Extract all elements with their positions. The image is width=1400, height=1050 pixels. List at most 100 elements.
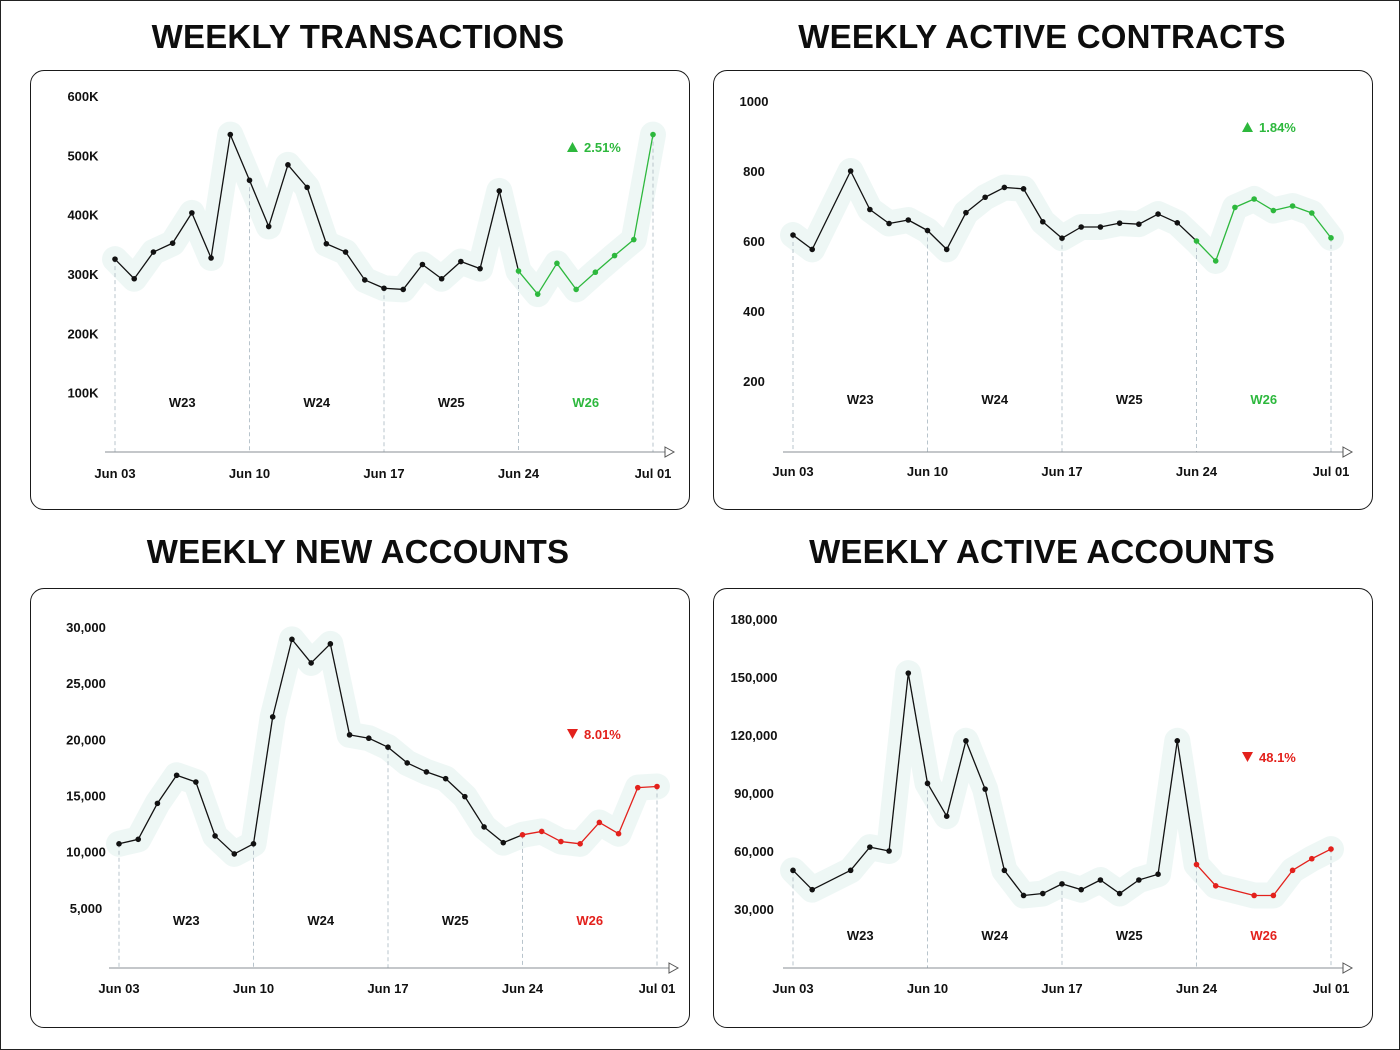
data-point [809, 886, 816, 893]
data-point [615, 830, 622, 837]
x-tick-label: Jun 10 [907, 981, 948, 996]
series-segment [153, 242, 173, 253]
change-badge: 8.01% [567, 727, 621, 742]
series-segment [233, 843, 254, 855]
week-label: W23 [169, 395, 196, 410]
triangle-down-icon [1242, 752, 1253, 762]
data-point [558, 838, 564, 845]
x-tick-label: Jul 01 [1313, 464, 1350, 479]
series-segment [114, 258, 135, 280]
data-point [116, 841, 122, 847]
series-segment [579, 822, 600, 845]
series-glow [102, 121, 666, 308]
series-segment [869, 846, 890, 852]
data-point [905, 670, 912, 676]
week-label: W26 [572, 395, 599, 410]
series-segment [811, 170, 852, 250]
series-segment [310, 643, 331, 664]
data-point [1078, 224, 1085, 230]
series-segment [965, 740, 986, 790]
y-tick-label: 800 [743, 164, 765, 179]
chart-title-active-contracts: WEEKLY ACTIVE CONTRACTS [798, 18, 1286, 55]
series-segment [1176, 222, 1197, 242]
change-value: 2.51% [584, 140, 621, 155]
y-tick-label: 25,000 [66, 676, 106, 691]
data-point [400, 286, 407, 293]
data-point [519, 832, 526, 838]
active-contracts-chart: 1000 800 600 400 200 Jun 03 Jun 10 Jun 17 Jun 24… [740, 94, 1354, 479]
series-segment [1215, 885, 1255, 897]
data-point [477, 265, 483, 272]
x-tick-label: Jun 10 [233, 981, 274, 996]
transactions-chart: 600K 500K 400K 300K 200K 100K Jun 03 Jun 10 Jun … [67, 89, 676, 481]
series-segment [1003, 869, 1025, 896]
data-point [404, 760, 411, 766]
data-point [231, 851, 238, 857]
data-point [462, 793, 468, 800]
data-point [481, 824, 487, 830]
series-segment [1004, 186, 1024, 190]
data-point [1308, 210, 1315, 216]
series-segment [349, 734, 369, 739]
y-tick-label: 10,000 [66, 845, 106, 860]
y-tick-label: 400K [67, 208, 99, 223]
data-point [1020, 892, 1027, 899]
data-point [285, 162, 291, 168]
x-tick-label: Jun 17 [367, 981, 408, 996]
data-point [867, 844, 873, 850]
week-label: W23 [173, 913, 200, 928]
series-segment [522, 830, 542, 836]
week-label: W24 [981, 392, 1009, 407]
data-point [265, 223, 272, 230]
data-point [150, 249, 157, 255]
x-axis-arrow-icon [668, 962, 680, 974]
data-point [1097, 224, 1104, 230]
triangle-up-icon [567, 142, 578, 152]
x-tick-label: Jun 17 [363, 466, 404, 481]
triangle-down-icon [567, 729, 578, 739]
data-point [573, 286, 579, 293]
data-point [1212, 258, 1219, 264]
change-value: 8.01% [584, 727, 621, 742]
data-point [1308, 855, 1315, 862]
data-point [327, 641, 334, 647]
series-glow [780, 660, 1344, 909]
week-label: W23 [847, 928, 874, 943]
x-tick-label: Jun 03 [772, 464, 813, 479]
series-segment [1253, 198, 1274, 212]
data-point [250, 841, 257, 847]
series-segment [537, 262, 558, 295]
series-segment [927, 230, 948, 250]
data-point [458, 258, 464, 265]
data-point [886, 848, 892, 854]
y-tick-label: 400 [743, 304, 765, 319]
data-point [1116, 890, 1123, 897]
series-segment [1100, 222, 1120, 228]
series-segment [498, 190, 520, 272]
series-segment [483, 826, 504, 844]
y-tick-label: 1000 [740, 94, 769, 109]
x-tick-label: Jun 03 [94, 466, 135, 481]
series-segment [329, 643, 351, 735]
data-point [496, 188, 503, 194]
chart-title-active-accounts: WEEKLY ACTIVE ACCOUNTS [809, 533, 1275, 570]
data-point [419, 261, 426, 268]
active-accounts-chart: 180,000 150,000 120,000 90,000 60,000 30,000 J… [731, 612, 1354, 996]
data-point [847, 867, 854, 874]
x-tick-label: Jun 17 [1041, 464, 1082, 479]
week-label: W25 [1116, 392, 1143, 407]
data-point [905, 217, 912, 223]
series-segment [946, 212, 967, 250]
data-point [365, 735, 372, 742]
series-segment [1196, 864, 1217, 887]
series-segment [1119, 222, 1139, 225]
series-segment [599, 821, 619, 835]
x-tick-label: Jun 10 [907, 464, 948, 479]
week-label: W25 [1116, 928, 1143, 943]
series-segment [176, 774, 197, 783]
data-point [346, 732, 353, 738]
data-point [1328, 846, 1334, 852]
data-point [1155, 211, 1161, 217]
series-segment [614, 239, 635, 257]
series-segment [1215, 207, 1236, 262]
